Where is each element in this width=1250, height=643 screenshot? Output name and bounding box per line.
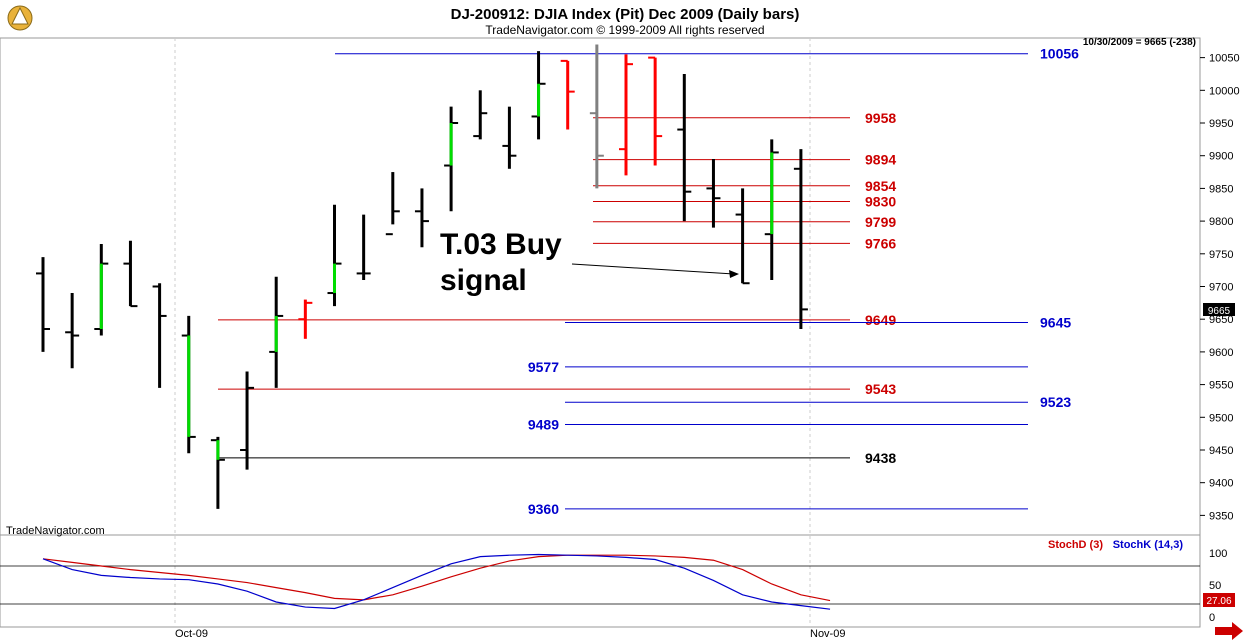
price-tick-label: 10000 [1209, 85, 1240, 97]
annotation-line2: signal [440, 264, 527, 297]
price-tick-label: 9550 [1209, 380, 1233, 392]
watermark-text: TradeNavigator.com [6, 525, 105, 537]
price-tick-label: 9400 [1209, 478, 1233, 490]
level-label: 9645 [1040, 314, 1071, 330]
stoch-value-tag: 27.06 [1206, 596, 1231, 607]
level-label: 9766 [865, 235, 896, 251]
scroll-right-icon[interactable] [1215, 622, 1243, 640]
stochastic-lines [42, 553, 831, 610]
level-label: 10056 [1040, 46, 1079, 62]
stochd-line [42, 554, 831, 602]
copyright-text: TradeNavigator.com © 1999-2009 All right… [485, 23, 764, 37]
price-tick-label: 9800 [1209, 216, 1233, 228]
last-price-tag: 9665 [1208, 306, 1231, 317]
price-tick-label: 10050 [1209, 53, 1240, 65]
price-tick-label: 9750 [1209, 249, 1233, 261]
annotation-line1: T.03 Buy [440, 228, 562, 261]
level-label: 9854 [865, 178, 896, 194]
stoch-tick-100: 100 [1209, 548, 1227, 560]
price-tick-label: 9700 [1209, 282, 1233, 294]
level-label: 9958 [865, 110, 896, 126]
annotation-arrow [571, 263, 735, 275]
chart-title: DJ-200912: DJIA Index (Pit) Dec 2009 (Da… [451, 6, 800, 23]
stoch-panel-frame [0, 534, 1201, 628]
price-tick-label: 9350 [1209, 510, 1233, 522]
price-tick-label: 9650 [1209, 314, 1233, 326]
x-tick-oct: Oct-09 [175, 628, 208, 640]
last-quote-text: 10/30/2009 = 9665 (-238) [1083, 37, 1196, 48]
price-tick-label: 9900 [1209, 151, 1233, 163]
price-tick-label: 9500 [1209, 412, 1233, 424]
level-label: 9543 [865, 381, 896, 397]
stochk-label: StochK (14,3) [1113, 539, 1184, 551]
level-label: 9649 [865, 312, 896, 328]
level-label: 9489 [528, 416, 559, 432]
level-label: 9894 [865, 152, 896, 168]
price-bars [36, 44, 808, 509]
last-price-tag-box [1203, 303, 1235, 316]
price-tick-label: 9600 [1209, 347, 1233, 359]
price-tick-label: 9850 [1209, 183, 1233, 195]
price-axis: 1005010000995099009850980097509700965096… [1200, 53, 1240, 522]
x-tick-nov: Nov-09 [810, 628, 845, 640]
price-panel-frame [0, 37, 1201, 536]
level-label: 9438 [865, 450, 896, 466]
stochk-line [42, 553, 831, 610]
price-tick-label: 9450 [1209, 445, 1233, 457]
price-tick-label: 9950 [1209, 118, 1233, 130]
level-label: 9523 [1040, 394, 1071, 410]
tradenavigator-logo [7, 5, 33, 31]
stochd-label: StochD (3) [1048, 539, 1103, 551]
stoch-tick-0: 0 [1209, 612, 1215, 624]
stoch-value-tag-box [1203, 593, 1235, 607]
level-label: 9799 [865, 214, 896, 230]
level-label: 9360 [528, 501, 559, 517]
level-label: 9830 [865, 193, 896, 209]
stoch-tick-50: 50 [1209, 580, 1221, 592]
level-label: 9577 [528, 359, 559, 375]
annotation-arrowhead [729, 270, 739, 278]
